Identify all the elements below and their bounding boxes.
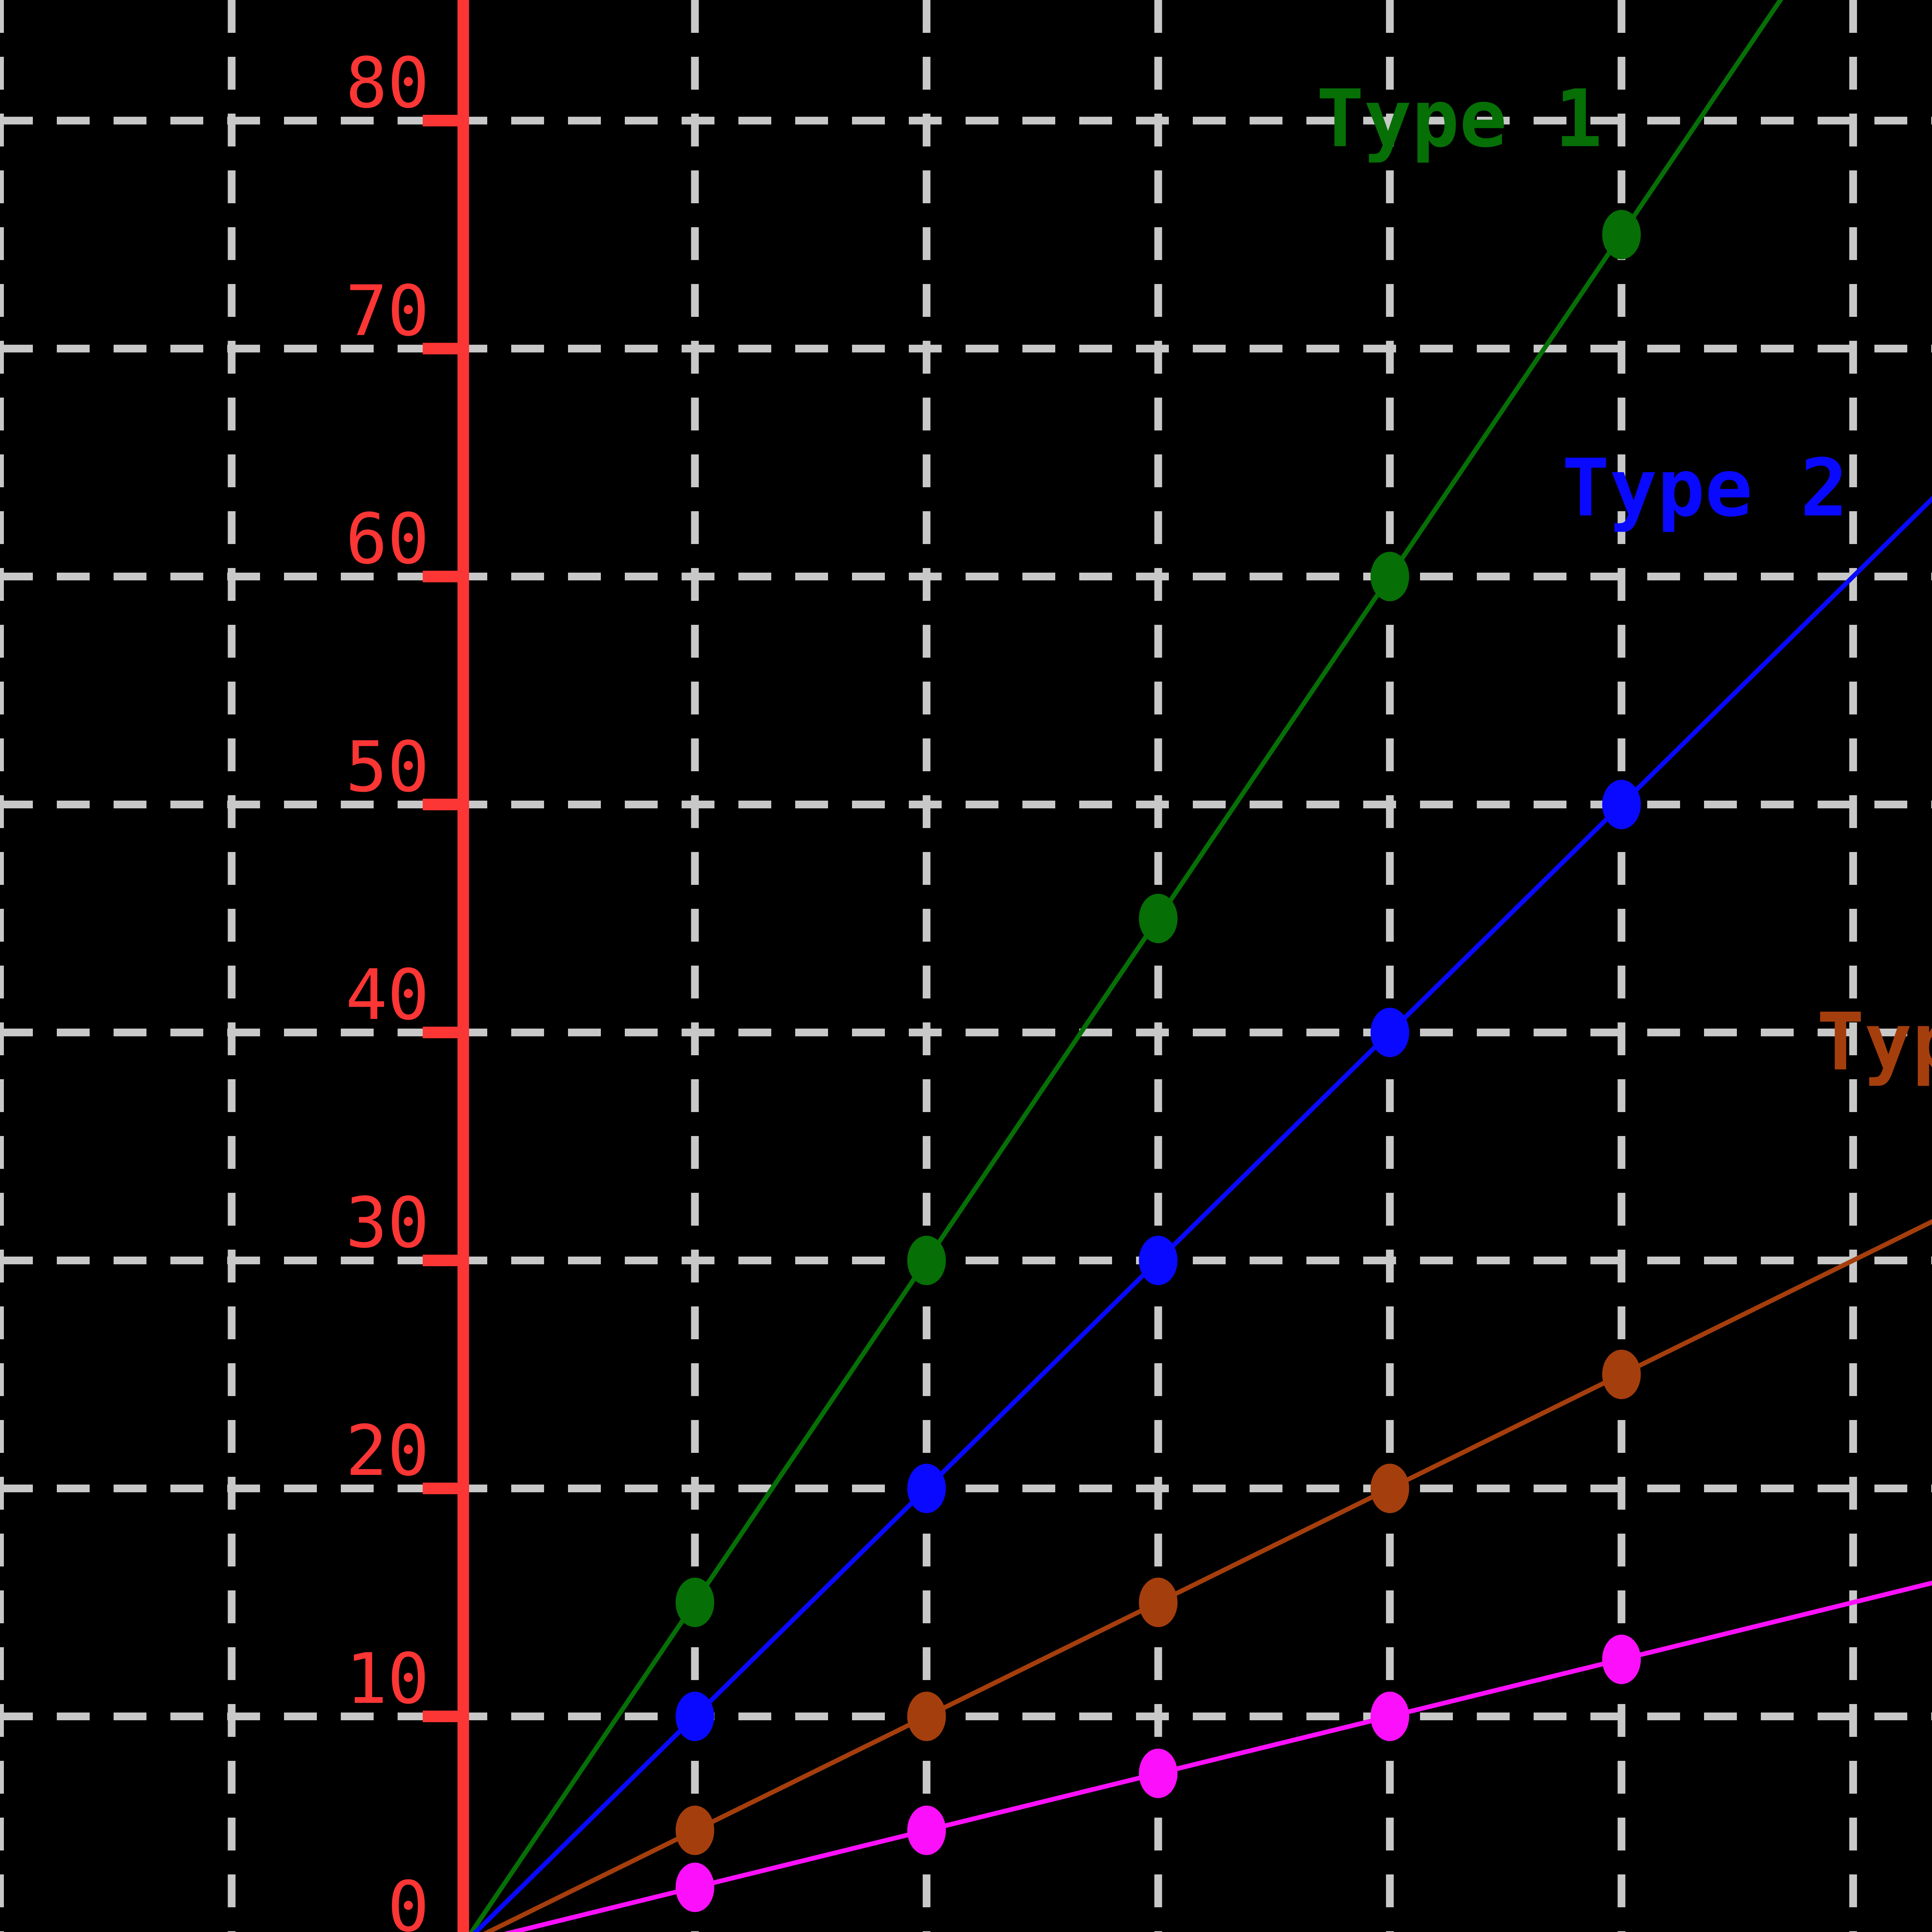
series-line-type-3	[483, 1219, 1932, 1932]
data-point-type-4-10	[907, 1805, 946, 1855]
y-tick-label-10: 10	[345, 1639, 429, 1719]
y-tick-label-40: 40	[345, 955, 429, 1036]
data-point-type-2-25	[1602, 780, 1641, 830]
data-point-type-2-5	[675, 1691, 714, 1741]
data-point-type-3-10	[907, 1691, 946, 1741]
data-point-type-2-10	[907, 1463, 946, 1513]
data-point-type-3-15	[1139, 1577, 1178, 1627]
data-point-type-4-15	[1139, 1748, 1178, 1798]
y-tick-label-50: 50	[345, 727, 429, 808]
y-tick-label-0: 0	[388, 1867, 429, 1932]
data-point-type-3-25	[1602, 1349, 1641, 1399]
y-tick-label-80: 80	[345, 43, 429, 124]
data-point-type-4-20	[1370, 1691, 1409, 1741]
data-point-type-3-5	[675, 1805, 714, 1855]
data-point-type-3-20	[1370, 1463, 1409, 1513]
data-point-type-1-15	[1139, 894, 1178, 944]
data-point-type-1-10	[907, 1235, 946, 1285]
y-tick-label-70: 70	[345, 271, 429, 352]
legend-label-type-1: Type 1	[1316, 73, 1603, 165]
y-tick-label-20: 20	[345, 1411, 429, 1492]
y-tick-label-60: 60	[345, 499, 429, 580]
data-point-type-2-20	[1370, 1008, 1409, 1058]
legend-label-type-2: Type 2	[1562, 442, 1848, 534]
data-point-type-1-5	[675, 1577, 714, 1627]
legend-label-type-3: Type 3	[1816, 997, 1932, 1088]
y-tick-label-30: 30	[345, 1183, 429, 1264]
series-line-type-4	[503, 1580, 1932, 1932]
data-point-type-1-25	[1602, 210, 1641, 260]
data-point-type-2-15	[1139, 1235, 1178, 1285]
data-point-type-4-5	[675, 1862, 714, 1912]
data-point-type-1-20	[1370, 552, 1409, 602]
data-point-type-4-25	[1602, 1634, 1641, 1684]
